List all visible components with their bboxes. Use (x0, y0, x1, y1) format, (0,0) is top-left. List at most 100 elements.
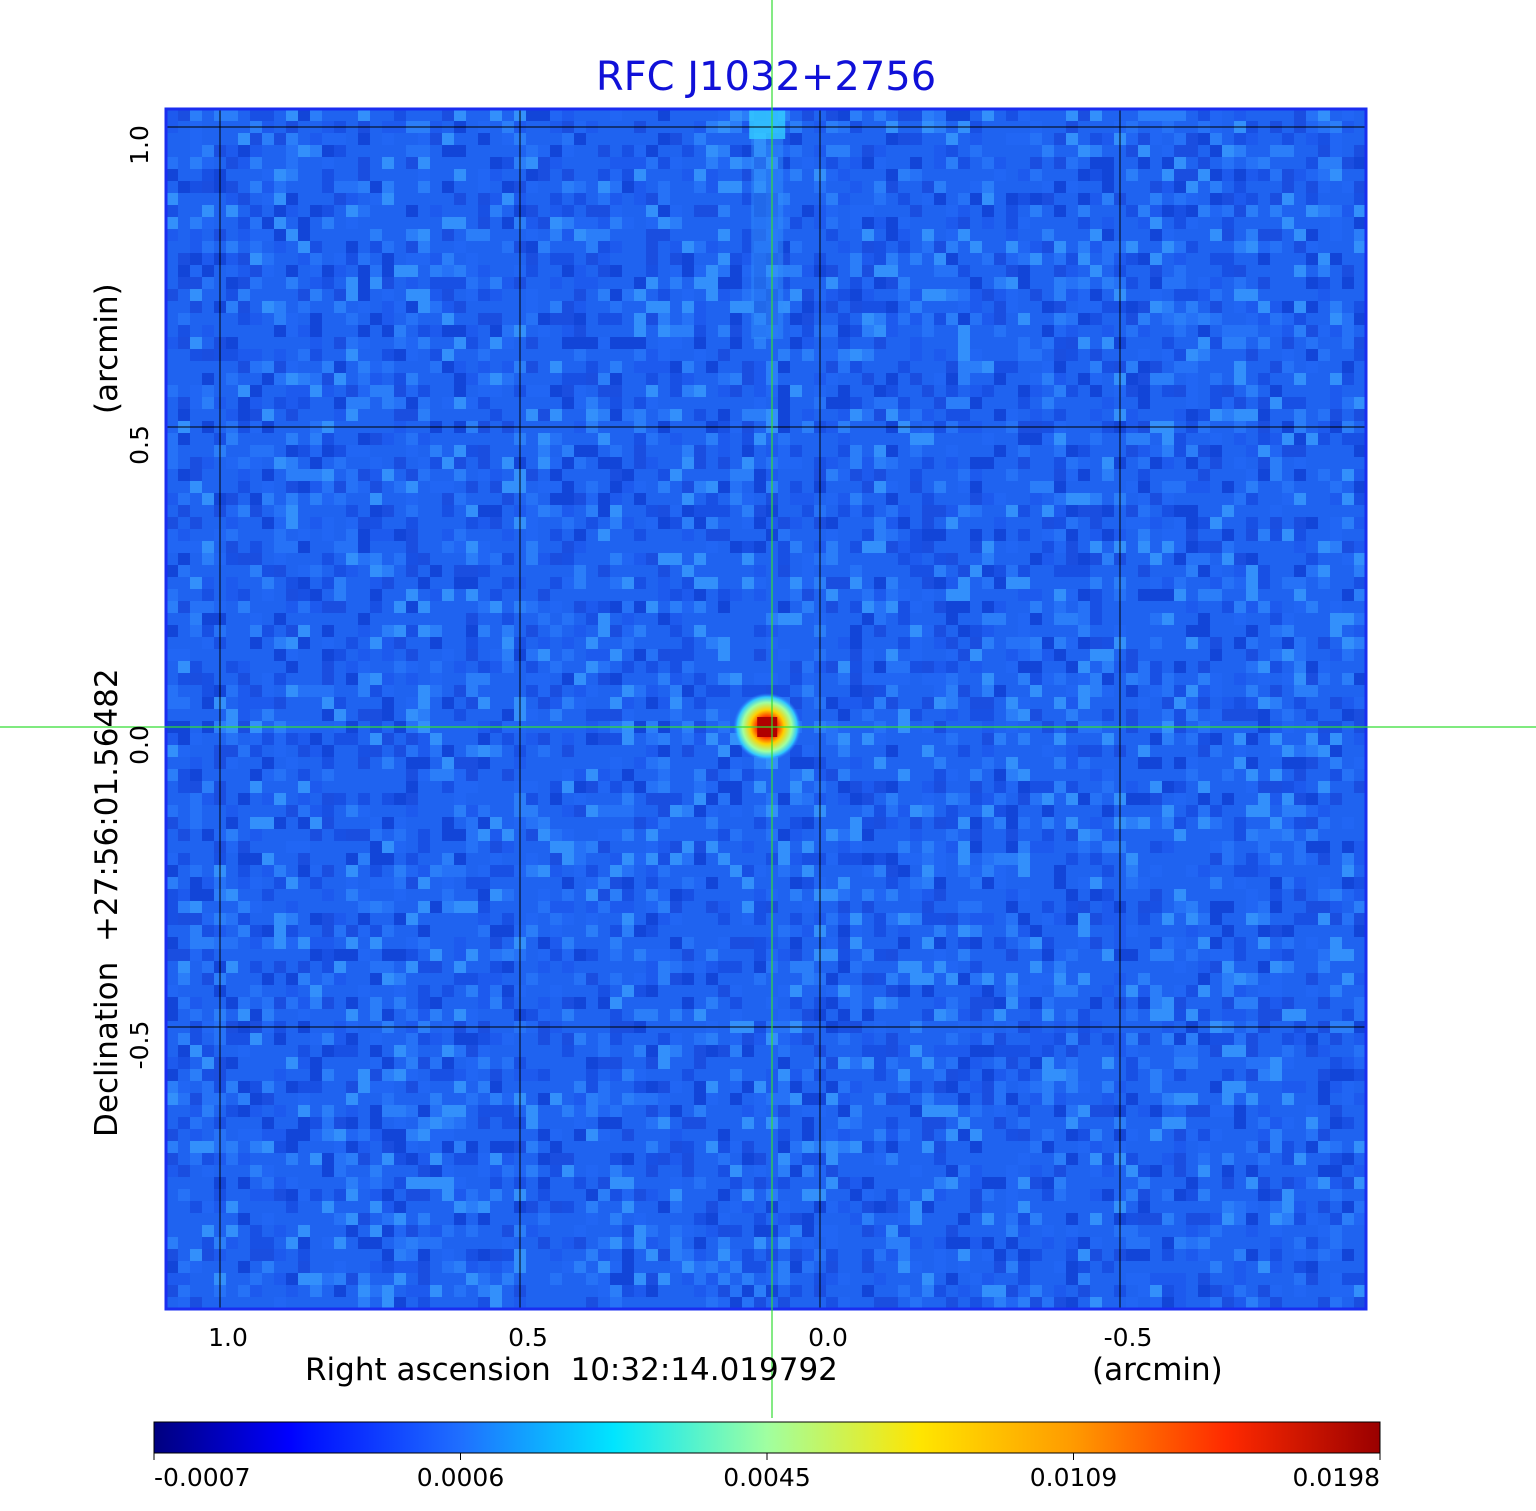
noise-cell (874, 241, 886, 253)
noise-cell (1354, 493, 1366, 505)
noise-cell (1246, 685, 1258, 697)
noise-cell (826, 601, 838, 613)
noise-cell (1066, 1081, 1078, 1093)
noise-cell (1090, 817, 1102, 829)
noise-cell (1354, 1141, 1366, 1153)
noise-cell (838, 193, 850, 205)
noise-cell (1150, 193, 1162, 205)
noise-cell (1198, 349, 1210, 361)
noise-cell (346, 733, 358, 745)
noise-cell (1162, 277, 1174, 289)
noise-cell (1126, 1165, 1138, 1177)
noise-cell (994, 1033, 1006, 1045)
noise-cell (310, 253, 322, 265)
noise-cell (1018, 505, 1030, 517)
noise-cell (886, 505, 898, 517)
noise-cell (466, 817, 478, 829)
noise-cell (730, 829, 742, 841)
noise-cell (718, 853, 730, 865)
noise-cell (1006, 997, 1018, 1009)
noise-cell (922, 793, 934, 805)
noise-cell (1150, 373, 1162, 385)
noise-cell (1210, 577, 1222, 589)
noise-cell (466, 877, 478, 889)
noise-cell (562, 745, 574, 757)
noise-cell (730, 1093, 742, 1105)
noise-cell (526, 853, 538, 865)
noise-cell (994, 1105, 1006, 1117)
noise-cell (418, 1081, 430, 1093)
noise-cell (202, 973, 214, 985)
noise-cell (1018, 781, 1030, 793)
noise-cell (526, 1117, 538, 1129)
noise-cell (922, 1117, 934, 1129)
noise-cell (634, 337, 646, 349)
noise-cell (1006, 1045, 1018, 1057)
noise-cell (862, 805, 874, 817)
noise-cell (322, 997, 334, 1009)
noise-cell (874, 337, 886, 349)
noise-cell (430, 253, 442, 265)
noise-cell (334, 1189, 346, 1201)
noise-cell (802, 745, 814, 757)
noise-cell (166, 529, 178, 541)
noise-cell (922, 913, 934, 925)
noise-cell (1258, 997, 1270, 1009)
noise-cell (754, 865, 766, 877)
noise-cell (1138, 325, 1150, 337)
noise-cell (310, 325, 322, 337)
noise-cell (1042, 1141, 1054, 1153)
noise-cell (262, 997, 274, 1009)
noise-cell (802, 853, 814, 865)
noise-cell (1126, 133, 1138, 145)
noise-cell (1174, 1057, 1186, 1069)
noise-cell (706, 493, 718, 505)
noise-cell (1018, 337, 1030, 349)
noise-cell (1210, 133, 1222, 145)
noise-cell (406, 709, 418, 721)
noise-cell (886, 493, 898, 505)
noise-cell (1066, 109, 1078, 121)
noise-cell (790, 817, 802, 829)
noise-cell (1186, 181, 1198, 193)
noise-cell (754, 433, 766, 445)
noise-cell (286, 169, 298, 181)
noise-cell (946, 217, 958, 229)
noise-cell (298, 841, 310, 853)
noise-cell (886, 529, 898, 541)
noise-cell (586, 445, 598, 457)
noise-cell (274, 301, 286, 313)
noise-cell (1294, 433, 1306, 445)
noise-cell (1318, 733, 1330, 745)
noise-cell (1354, 1009, 1366, 1021)
noise-cell (454, 1105, 466, 1117)
noise-cell (850, 1117, 862, 1129)
noise-cell (418, 181, 430, 193)
noise-cell (550, 109, 562, 121)
noise-cell (730, 337, 742, 349)
noise-cell (358, 301, 370, 313)
noise-cell (610, 1009, 622, 1021)
noise-cell (802, 769, 814, 781)
noise-cell (1006, 109, 1018, 121)
noise-cell (538, 169, 550, 181)
noise-cell (1138, 349, 1150, 361)
noise-cell (718, 481, 730, 493)
noise-cell (1306, 1105, 1318, 1117)
noise-cell (178, 313, 190, 325)
noise-cell (166, 1057, 178, 1069)
noise-cell (658, 613, 670, 625)
noise-cell (538, 1009, 550, 1021)
noise-cell (694, 301, 706, 313)
noise-cell (790, 1165, 802, 1177)
noise-cell (610, 1033, 622, 1045)
noise-cell (466, 973, 478, 985)
noise-cell (634, 325, 646, 337)
noise-cell (1222, 397, 1234, 409)
noise-cell (490, 937, 502, 949)
noise-cell (1198, 805, 1210, 817)
noise-cell (370, 685, 382, 697)
noise-cell (1306, 1045, 1318, 1057)
noise-cell (790, 1093, 802, 1105)
noise-cell (262, 565, 274, 577)
